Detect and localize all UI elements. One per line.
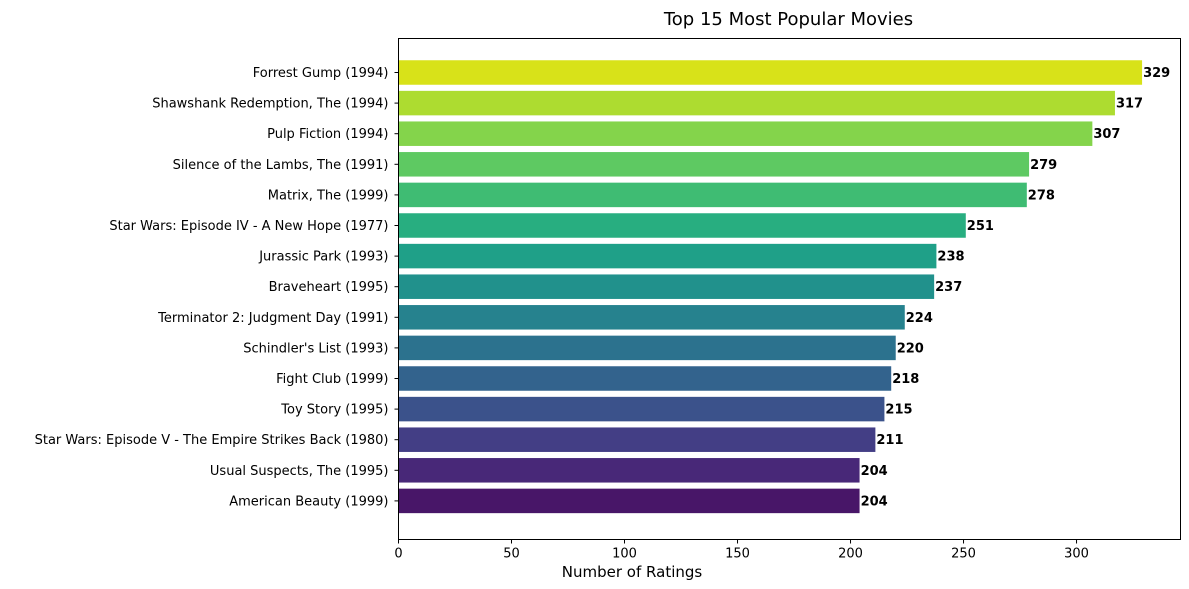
bar [398,60,1143,85]
plot-frame [398,38,1181,540]
data-label: 218 [892,372,919,387]
bar [398,243,937,269]
y-tick-label: Star Wars: Episode V - The Empire Strike… [35,433,389,448]
y-tick-label: Usual Suspects, The (1995) [210,464,389,479]
bar [398,305,905,330]
bar [398,182,1027,208]
data-label: 220 [897,341,924,356]
data-label: 317 [1116,97,1143,112]
bar [398,366,892,391]
bar [398,335,896,361]
bar [398,427,876,452]
y-tick-label: American Beauty (1999) [229,494,388,509]
bar [398,396,885,422]
bar [398,488,860,514]
y-tick-label: Toy Story (1995) [280,403,388,418]
data-label: 307 [1093,127,1120,142]
y-tick-label: Shawshank Redemption, The (1994) [152,97,388,112]
data-label: 278 [1028,188,1055,203]
y-tick-label: Matrix, The (1999) [268,188,389,203]
y-tick-label: Forrest Gump (1994) [253,66,389,81]
data-label: 224 [906,311,933,326]
category-labels: Forrest Gump (1994) Shawshank Redemption,… [35,66,399,509]
y-tick-label: Braveheart (1995) [269,280,389,295]
data-label: 204 [861,494,888,509]
bar [398,152,1030,177]
x-tick-label: 150 [725,547,750,562]
bar [398,274,935,299]
data-label: 237 [935,280,962,295]
data-label: 211 [876,433,903,448]
y-tick-label: Fight Club (1999) [276,372,388,387]
y-tick-label: Silence of the Lambs, The (1991) [173,158,389,173]
x-axis: 0 50 100 150 200 250 300 [394,539,1089,562]
data-label: 251 [967,219,994,234]
y-tick-label: Terminator 2: Judgment Day (1991) [157,311,388,326]
x-tick-label: 0 [394,547,402,562]
data-label: 204 [861,464,888,479]
y-tick-label: Star Wars: Episode IV - A New Hope (1977… [109,219,388,234]
y-tick-label: Jurassic Park (1993) [258,250,388,265]
data-labels: 329 317 307 279 278 251 238 237 224 220 218 215 211 2… [861,66,1171,509]
x-tick-label: 50 [503,547,520,562]
x-tick-label: 100 [612,547,637,562]
data-label: 215 [885,403,912,418]
x-tick-label: 300 [1064,547,1089,562]
data-label: 329 [1143,66,1170,81]
x-tick-label: 250 [951,547,976,562]
x-axis-label: Number of Ratings [562,563,703,581]
y-tick-label: Schindler's List (1993) [243,341,388,356]
data-label: 279 [1030,158,1057,173]
bar [398,90,1115,116]
chart-title: Top 15 Most Popular Movies [663,9,913,30]
bar [398,213,966,238]
y-tick-label: Pulp Fiction (1994) [267,127,388,142]
bars-group [398,60,1143,514]
x-tick-label: 200 [838,547,863,562]
bar [398,121,1093,146]
bar [398,458,860,483]
data-label: 238 [937,250,964,265]
